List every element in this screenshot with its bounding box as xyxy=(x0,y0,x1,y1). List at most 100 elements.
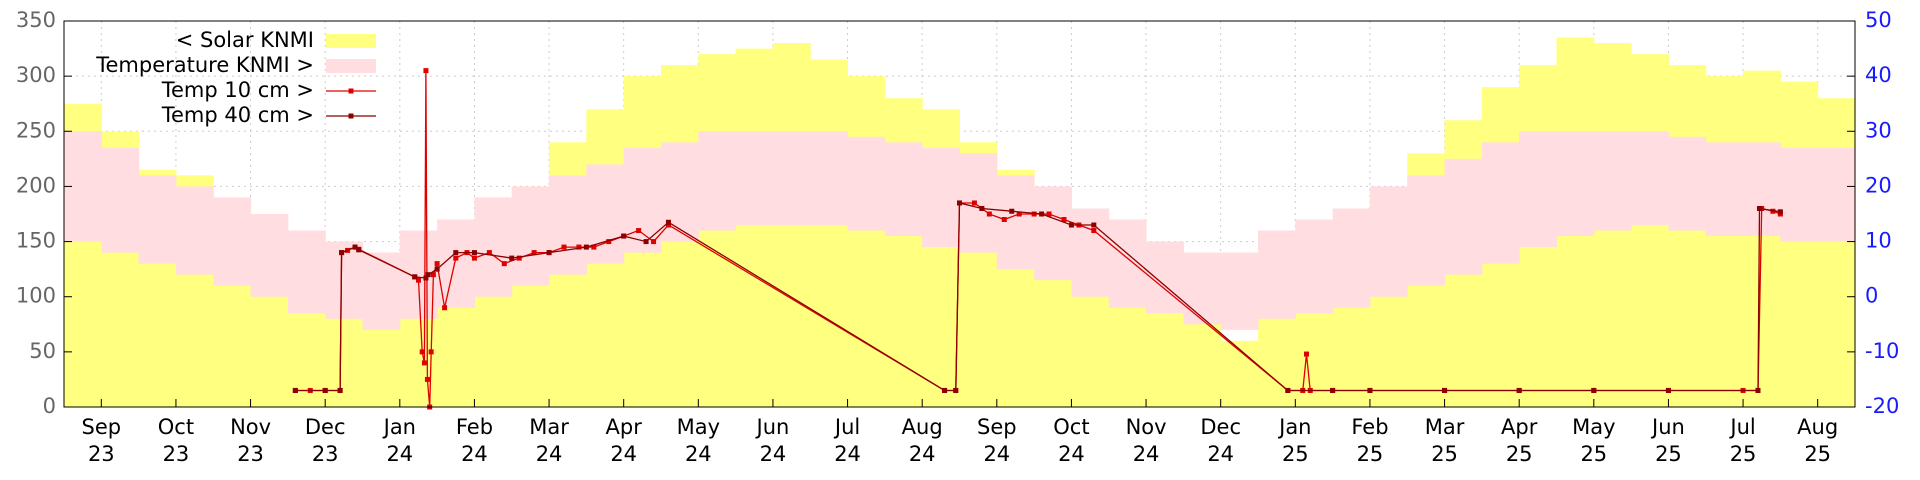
y-tick-label: 0 xyxy=(43,394,56,418)
line-marker xyxy=(1330,387,1336,393)
temperature-band xyxy=(1071,208,1110,297)
x-tick-label: Jan xyxy=(1277,415,1311,439)
temperature-band xyxy=(511,186,550,286)
temperature-band xyxy=(1780,147,1819,242)
temperature-band xyxy=(772,131,811,226)
x-tick-label: 24 xyxy=(909,442,936,466)
x-tick-label: 23 xyxy=(237,442,264,466)
x-tick-label: 24 xyxy=(834,442,861,466)
line-marker xyxy=(1039,211,1045,217)
line-marker xyxy=(1756,205,1762,211)
x-tick-label: Apr xyxy=(1501,415,1538,439)
temperature-line xyxy=(295,202,1781,392)
y2-tick-label: 40 xyxy=(1865,63,1892,87)
line-marker xyxy=(352,244,358,250)
y2-tick-label: -20 xyxy=(1865,394,1899,418)
temperature-band xyxy=(138,175,177,264)
y2-tick-label: 10 xyxy=(1865,229,1892,253)
line-marker xyxy=(419,349,425,355)
line-marker xyxy=(1516,387,1522,393)
temperature-band xyxy=(1444,158,1483,275)
line-marker xyxy=(636,228,642,234)
y2-tick-label: 30 xyxy=(1865,118,1892,142)
y2-tick-label: 0 xyxy=(1865,284,1878,308)
temperature-band xyxy=(698,131,737,231)
line-marker xyxy=(942,387,948,393)
line-marker xyxy=(1777,209,1783,215)
line-marker xyxy=(322,387,328,393)
x-tick-label: 25 xyxy=(1431,442,1458,466)
x-tick-label: May xyxy=(677,415,720,439)
temperature-band xyxy=(735,131,774,226)
line-marker xyxy=(1091,228,1097,234)
line-marker xyxy=(1755,387,1761,393)
x-tick-label: Sep xyxy=(82,415,122,439)
y2-tick-label: 50 xyxy=(1865,8,1892,32)
x-tick-label: 23 xyxy=(163,442,190,466)
temperature-band xyxy=(1593,131,1632,231)
line-marker xyxy=(1285,387,1291,393)
line-marker xyxy=(546,250,552,256)
legend-label: Temp 40 cm > xyxy=(161,103,314,127)
x-tick-label: Dec xyxy=(1200,415,1241,439)
y-tick-label: 100 xyxy=(16,284,56,308)
temperature-band xyxy=(996,175,1035,270)
line-marker xyxy=(428,349,434,355)
x-tick-label: Dec xyxy=(305,415,346,439)
x-tick-label: 25 xyxy=(1804,442,1831,466)
temperature-band xyxy=(362,252,401,330)
line-marker xyxy=(1591,387,1597,393)
temperature-band xyxy=(1108,219,1147,308)
line-marker xyxy=(1031,211,1037,217)
temperature-band xyxy=(1817,147,1856,242)
x-tick-label: May xyxy=(1572,415,1615,439)
temperature-band xyxy=(250,214,289,297)
temperature-band xyxy=(1258,230,1296,319)
line-marker xyxy=(471,255,477,261)
x-tick-label: 25 xyxy=(1730,442,1757,466)
temperature-band xyxy=(1705,142,1744,237)
temperature-band xyxy=(287,230,326,314)
x-tick-label: Oct xyxy=(1053,415,1089,439)
y-tick-label: 350 xyxy=(16,8,56,32)
line-marker xyxy=(591,244,597,250)
temperature-band xyxy=(101,147,140,253)
line-marker xyxy=(606,239,612,245)
line-marker xyxy=(471,250,477,256)
line-marker xyxy=(576,244,582,250)
temperature-band xyxy=(1556,131,1595,237)
solar-bar xyxy=(1668,65,1707,407)
line-marker xyxy=(486,250,492,256)
x-tick-label: 24 xyxy=(386,442,413,466)
solar-bar xyxy=(847,76,886,408)
x-tick-label: 25 xyxy=(1655,442,1682,466)
line-marker xyxy=(423,275,429,281)
solar-bar xyxy=(1817,98,1856,407)
line-marker xyxy=(665,219,671,225)
line-marker xyxy=(339,250,345,256)
solar-bar xyxy=(1743,70,1781,407)
line-marker xyxy=(453,250,459,256)
legend-swatch xyxy=(326,59,376,73)
line-marker xyxy=(516,255,522,261)
legend-swatch xyxy=(326,34,376,48)
x-tick-label: Aug xyxy=(1797,415,1838,439)
plot-data xyxy=(64,37,1856,408)
temperature-band xyxy=(1519,131,1557,248)
line-marker xyxy=(453,255,459,261)
line-marker xyxy=(425,272,431,278)
temperature-band xyxy=(623,147,662,253)
x-tick-label: Oct xyxy=(158,415,194,439)
line-marker xyxy=(986,211,992,217)
legend-marker xyxy=(348,113,354,119)
line-marker xyxy=(509,255,515,261)
temperature-band xyxy=(1631,131,1669,226)
line-marker xyxy=(434,266,440,272)
x-tick-label: 24 xyxy=(536,442,563,466)
line-marker xyxy=(442,305,448,311)
line-marker xyxy=(1016,211,1022,217)
solar-bar xyxy=(735,48,774,407)
line-marker xyxy=(412,274,418,280)
x-tick-label: Jul xyxy=(833,415,860,439)
solar-bar xyxy=(325,302,363,407)
